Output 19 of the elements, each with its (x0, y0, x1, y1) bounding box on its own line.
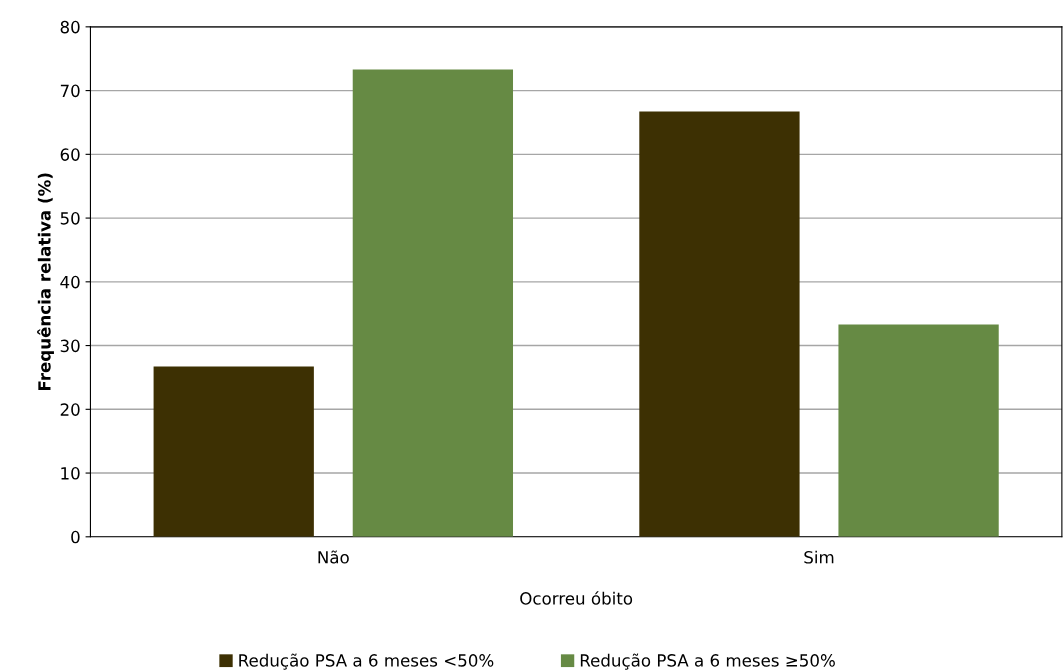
y-tick-label: 60 (60, 148, 80, 161)
y-axis-title: Frequência relativa (%) (37, 173, 54, 391)
y-tick-label: 40 (60, 275, 80, 289)
y-tick-label: 30 (60, 339, 80, 353)
y-tick-label: 0 (71, 530, 80, 544)
y-tick-label: 70 (60, 84, 80, 98)
bar (153, 366, 314, 537)
bar (838, 324, 999, 537)
x-tick-label: Sim (804, 550, 834, 564)
bar (352, 69, 514, 537)
x-axis-title: Ocorreu óbito (520, 591, 633, 605)
y-tick-label: 20 (60, 403, 80, 416)
bar (639, 111, 800, 537)
x-tick-label: Não (318, 550, 349, 564)
y-tick-label: 10 (61, 467, 80, 480)
legend-label: Redução PSA a 6 meses <50% (239, 653, 494, 670)
legend-label: Redução PSA a 6 meses ≥50% (580, 653, 835, 670)
y-tick-label: 50 (60, 212, 80, 225)
y-tick-label: 80 (60, 20, 80, 34)
